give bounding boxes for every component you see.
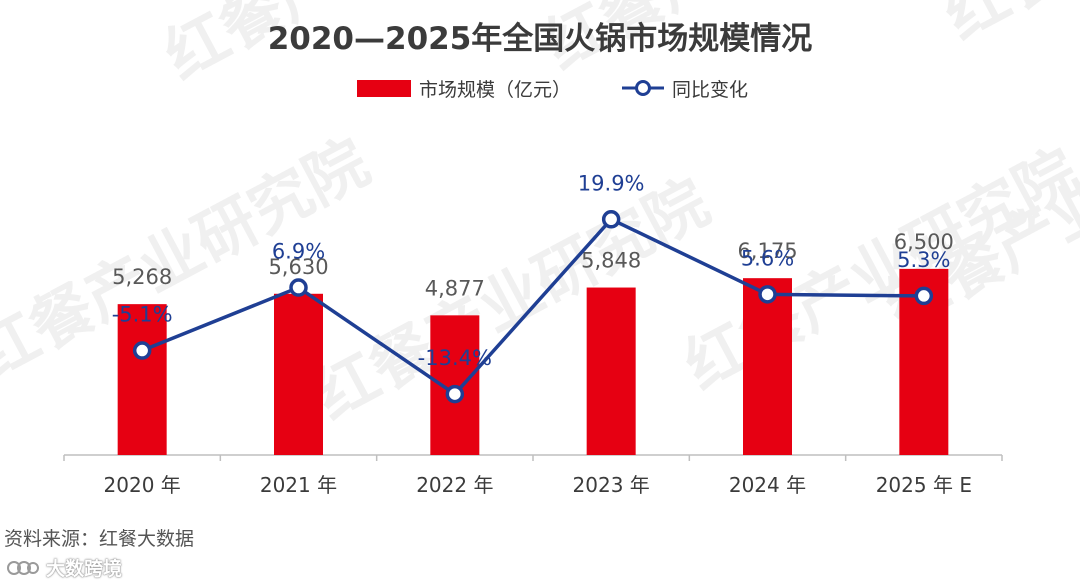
- line-value-label: 19.9%: [578, 171, 645, 195]
- x-tick-labels: 2020 年 2021 年 2022 年 2023 年 2024 年 2025 年 E: [104, 473, 972, 497]
- legend-bar-swatch: [357, 80, 411, 97]
- watermark-text: 红餐产业研究院: [933, 0, 1080, 53]
- line-value-labels: -5.1% 6.9% -13.4% 19.9% 5.6% 5.3%: [112, 171, 951, 370]
- bar: [743, 278, 792, 455]
- line-point: [289, 278, 308, 297]
- bar-value-label: 5,848: [581, 249, 641, 273]
- brand-logo-icon: [7, 560, 39, 575]
- legend-bar-label: 市场规模（亿元）: [419, 79, 571, 101]
- bar-value-label: 6,500: [894, 230, 954, 254]
- x-tick-label: 2021 年: [260, 473, 337, 497]
- bar-value-label: 5,630: [268, 255, 328, 279]
- line-point: [445, 384, 465, 404]
- x-tick-label: 2024 年: [729, 473, 806, 497]
- legend-line-marker: [635, 80, 651, 96]
- line-value-label: 5.6%: [741, 246, 794, 270]
- x-tick-label: 2022 年: [416, 473, 493, 497]
- line-point: [132, 341, 152, 360]
- line-point: [914, 286, 934, 306]
- brand-name: 大数跨境: [46, 558, 123, 580]
- x-axis-ticks: [63, 455, 1003, 461]
- bar-series: [117, 268, 949, 455]
- legend-line-label: 同比变化: [672, 79, 748, 101]
- line-value-label: 5.3%: [897, 248, 950, 272]
- bar-value-label: 6,175: [737, 239, 797, 263]
- line-value-label: -13.4%: [418, 346, 492, 370]
- bar-value-label: 5,268: [112, 265, 172, 289]
- brand-mark: 大数跨境: [6, 554, 122, 581]
- line-value-label: 6.9%: [272, 240, 325, 264]
- legend: 市场规模（亿元） 同比变化: [357, 79, 748, 101]
- bar-value-labels: 5,268 5,630 4,877 5,848 6,175 6,500: [112, 230, 954, 300]
- x-tick-label: 2020 年: [104, 473, 181, 497]
- x-tick-label: 2023 年: [573, 473, 650, 497]
- bar: [117, 304, 167, 455]
- source-note: 资料来源：红餐大数据: [4, 528, 195, 550]
- chart-title: 2020—2025年全国火锅市场规模情况: [268, 21, 813, 57]
- line-series: [132, 210, 934, 404]
- watermark-text: 红餐产业研究院: [303, 165, 720, 433]
- line-point: [758, 285, 777, 304]
- x-tick-label: 2025 年 E: [876, 473, 972, 497]
- line-path: [141, 217, 924, 396]
- bar-value-label: 4,877: [425, 276, 485, 300]
- bar: [586, 287, 636, 455]
- bar: [274, 293, 323, 455]
- line-value-label: -5.1%: [112, 303, 173, 327]
- line-point: [601, 210, 621, 229]
